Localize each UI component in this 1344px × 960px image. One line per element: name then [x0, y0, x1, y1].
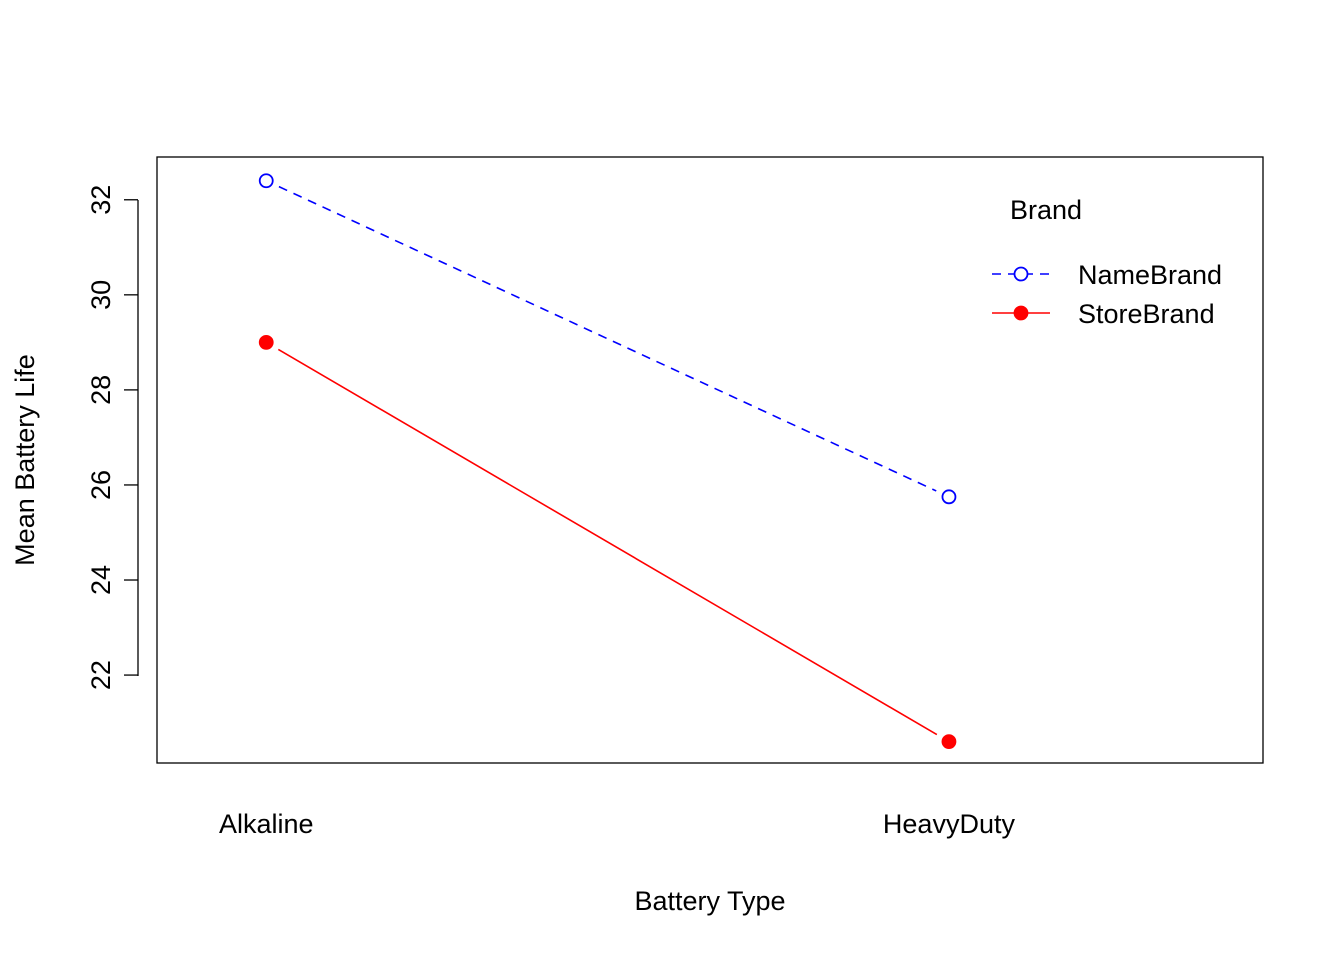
- y-axis-title: Mean Battery Life: [10, 354, 40, 566]
- y-tick-label: 32: [86, 185, 116, 215]
- data-point: [258, 334, 274, 350]
- legend-entry: NameBrand: [992, 260, 1222, 290]
- x-category-label: Alkaline: [219, 809, 314, 839]
- legend-marker-swatch: [1013, 305, 1029, 321]
- y-tick-label: 26: [86, 470, 116, 500]
- legend: Brand NameBrand StoreBrand: [992, 195, 1222, 329]
- y-tick-label: 22: [86, 660, 116, 690]
- series-line: [278, 185, 937, 492]
- data-point: [941, 489, 957, 505]
- legend-label: NameBrand: [1078, 260, 1222, 290]
- y-tick-label: 24: [86, 565, 116, 595]
- y-tick-label: 28: [86, 375, 116, 405]
- legend-label: StoreBrand: [1078, 299, 1215, 329]
- series-storebrand: [258, 334, 957, 750]
- y-tick-label: 30: [86, 280, 116, 310]
- x-category-label: HeavyDuty: [883, 809, 1016, 839]
- data-point: [941, 734, 957, 750]
- data-point: [258, 173, 274, 189]
- series-layer: [258, 173, 957, 750]
- x-axis-title: Battery Type: [634, 886, 785, 916]
- y-axis: 22 24 26 28 30 32: [86, 185, 139, 690]
- series-namebrand: [258, 173, 957, 505]
- x-category-labels: Alkaline HeavyDuty: [219, 809, 1016, 839]
- legend-marker-swatch: [1013, 266, 1029, 282]
- legend-entry: StoreBrand: [992, 299, 1215, 329]
- series-line: [277, 348, 938, 736]
- plot-frame: [156, 156, 1264, 764]
- legend-title: Brand: [1010, 195, 1082, 225]
